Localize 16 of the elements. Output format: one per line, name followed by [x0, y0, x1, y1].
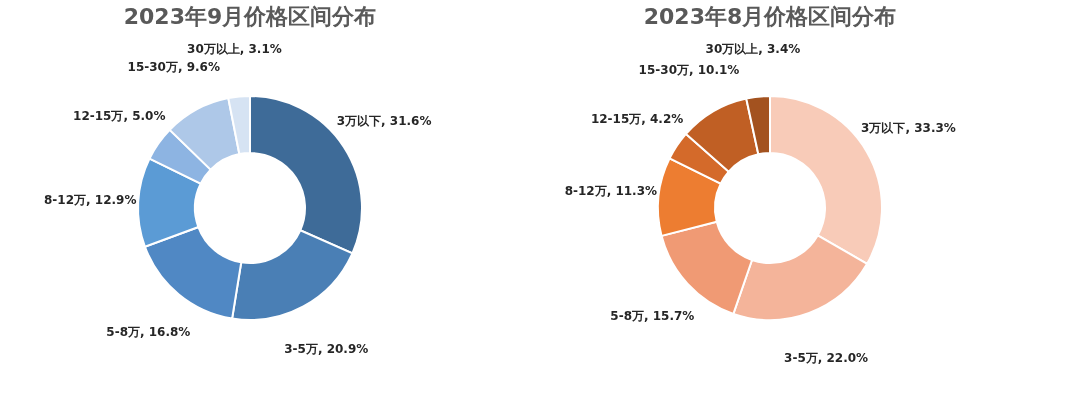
slice-label: 12-15万, 5.0% [73, 108, 166, 123]
slice-label: 30万以上, 3.4% [705, 41, 801, 56]
slice-label: 12-15万, 4.2% [590, 111, 684, 126]
chart-title: 2023年9月价格区间分布 [123, 3, 377, 29]
slice-label: 3万以下, 31.6% [336, 113, 432, 128]
slice-label: 5-8万, 15.7% [610, 309, 695, 324]
slice-label: 8-12万, 12.9% [44, 192, 137, 207]
slice-label: 15-30万, 10.1% [638, 63, 740, 78]
slice-label: 3-5万, 22.0% [784, 350, 869, 365]
slice-label: 8-12万, 11.3% [564, 184, 658, 199]
slice-label: 5-8万, 16.8% [106, 324, 191, 339]
slice-label: 30万以上, 3.1% [187, 41, 282, 56]
slice-label: 15-30万, 9.6% [127, 60, 220, 75]
slice-label: 3万以下, 33.3% [861, 120, 956, 135]
chart-title: 2023年8月价格区间分布 [643, 3, 897, 29]
slice-label: 3-5万, 20.9% [284, 341, 369, 356]
